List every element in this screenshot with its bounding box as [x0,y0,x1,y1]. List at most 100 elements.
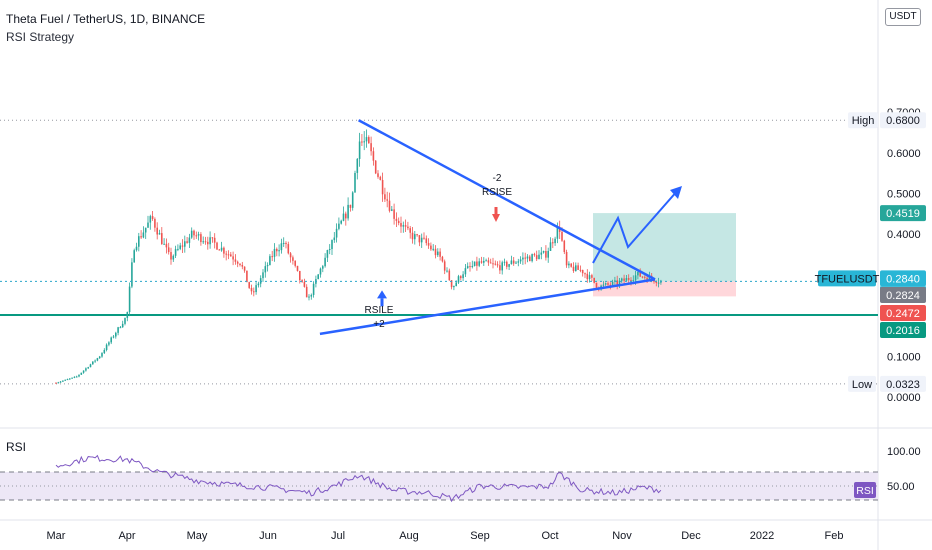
long-signal-qty: +2 [373,319,385,330]
indicator-title[interactable]: RSI Strategy [6,30,75,44]
candle-body [609,284,612,286]
candle-body [379,176,382,180]
candle-body [59,381,62,383]
candle-body [430,245,432,250]
candle-body [466,266,469,269]
symbol-title[interactable]: Theta Fuel / TetherUS, 1D, BINANCE [6,12,206,26]
candle-body [494,263,497,265]
candle-body [570,263,572,267]
candle-body [538,254,540,260]
candle-body [66,379,69,381]
candle-body [305,286,308,298]
candle-body [416,234,418,236]
candle-body [78,374,80,377]
candle-body [531,254,533,262]
candle-body [517,261,520,263]
candle-body [476,261,478,266]
candle-body [105,344,108,350]
candle-body [186,241,188,243]
candle-body [64,379,66,381]
candle-body [478,261,480,266]
candle-body [540,252,543,255]
candle-body [179,245,181,249]
candle-body [246,270,248,283]
short-signal-qty: -2 [493,173,502,184]
candle-body [409,228,411,233]
candle-body [427,243,430,246]
candle-body [331,240,333,250]
candle-body [273,248,276,257]
candle-body [363,141,365,143]
candle-body [266,265,269,267]
candle-body [351,192,354,208]
candle-body [397,220,400,224]
candle-body [377,173,379,177]
time-axis-tick: Mar [47,530,66,542]
candle-body [391,209,393,211]
candle-body [287,244,290,254]
long-signal-label: RSILE [365,305,394,316]
candle-body [71,377,73,379]
candle-body [616,280,618,285]
candle-body [195,235,198,237]
candle-body [591,275,593,278]
candle-body [250,287,253,292]
candle-body [386,199,388,201]
lower-price-tag-bg [880,322,926,338]
candle-body [443,261,446,271]
time-axis-tick: Jul [331,530,345,542]
candle-body [347,204,349,219]
candle-body [209,237,211,245]
candle-body [253,291,255,293]
candle-body [460,276,462,279]
candle-body [374,160,377,174]
rsi-line [55,454,662,503]
candle-body [499,265,501,271]
candle-body [655,281,658,284]
candle-body [614,280,616,282]
candle-body [455,282,457,286]
candle-body [62,380,64,382]
candle-body [92,361,94,365]
candle-body [581,269,584,274]
candle-body [542,251,545,253]
candle-body [119,327,122,329]
last-price-tag-bg [880,270,926,287]
short-signal-label: RSISE [482,187,512,198]
time-axis-tick: Apr [118,530,135,542]
candle-body [496,264,499,266]
candle-body [407,226,409,229]
candle-body [577,265,579,270]
candle-body [604,283,607,285]
candle-body [515,262,517,264]
candle-body [487,260,490,263]
currency-button[interactable]: USDT [885,8,921,26]
candle-body [232,256,234,260]
candle-body [483,260,485,263]
last-price-tag: 0.2840 [886,273,920,285]
candle-body [80,372,83,375]
candle-body [473,261,476,266]
candle-body [512,260,515,264]
candle-body [340,220,342,224]
candle-body [354,172,356,193]
rsi-title[interactable]: RSI [6,440,27,454]
candle-body [420,237,423,243]
candle-body [418,235,421,243]
candle-body [96,358,99,361]
target-price-tag-bg [880,205,926,222]
candle-body [292,257,294,261]
low-tag-bg [848,375,876,392]
time-axis-tick: Feb [825,530,844,542]
candle-body [464,268,467,275]
rsi-badge: RSI [856,485,874,497]
candle-body [400,223,402,227]
candle-body [308,296,310,298]
candle-body [177,248,179,250]
candle-body [110,337,112,343]
lower-trendline [319,278,656,336]
candle-body [508,264,510,267]
candle-body [218,249,221,251]
price-axis-tick: 0.6000 [887,148,921,160]
